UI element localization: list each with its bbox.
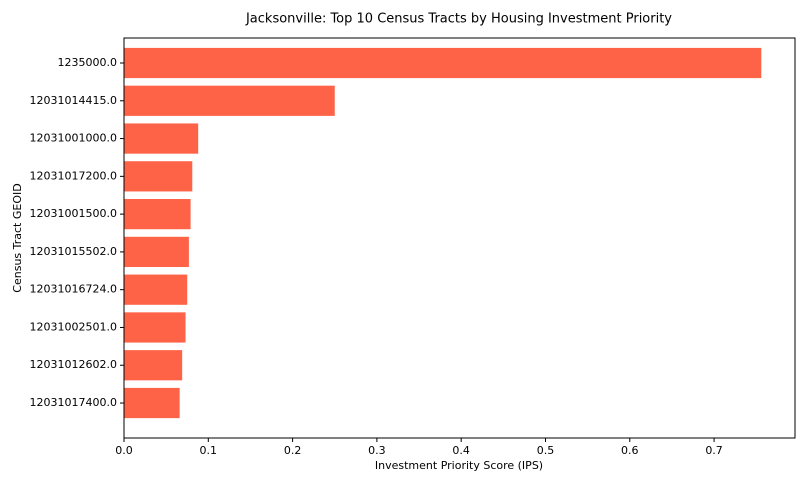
x-tick-label: 0.6	[621, 444, 639, 457]
bar	[124, 123, 199, 154]
x-tick-label: 0.0	[115, 444, 133, 457]
y-tick-label: 12031017400.0	[30, 396, 117, 409]
bar	[124, 47, 762, 79]
x-tick-label: 0.5	[537, 444, 555, 457]
x-tick-label: 0.7	[705, 444, 723, 457]
y-tick-label: 12031017200.0	[30, 169, 117, 182]
y-tick-label: 12031016724.0	[30, 283, 117, 296]
bar	[124, 350, 183, 381]
chart-title: Jacksonville: Top 10 Census Tracts by Ho…	[245, 12, 672, 27]
bar	[124, 274, 188, 305]
bar	[124, 312, 186, 343]
plot-frame	[123, 37, 796, 439]
x-tick-label: 0.2	[284, 444, 302, 457]
y-tick-label: 12031014415.0	[30, 94, 117, 107]
x-tick-label: 0.1	[200, 444, 218, 457]
y-tick-label: 12031015502.0	[30, 245, 117, 258]
bar	[124, 85, 335, 116]
y-tick-label: 1235000.0	[58, 56, 118, 69]
x-tick-label: 0.4	[452, 444, 470, 457]
bar	[124, 236, 189, 268]
x-tick-label: 0.3	[368, 444, 386, 457]
y-tick-label: 12031001000.0	[30, 132, 117, 145]
y-tick-label: 12031002501.0	[30, 320, 117, 333]
y-tick-label: 12031001500.0	[30, 207, 117, 220]
y-axis-label: Census Tract GEOID	[11, 183, 24, 292]
bar	[124, 199, 191, 230]
y-tick-label: 12031012602.0	[30, 358, 117, 371]
x-axis-label: Investment Priority Score (IPS)	[375, 459, 543, 472]
bar	[124, 161, 193, 192]
bar	[124, 387, 180, 419]
